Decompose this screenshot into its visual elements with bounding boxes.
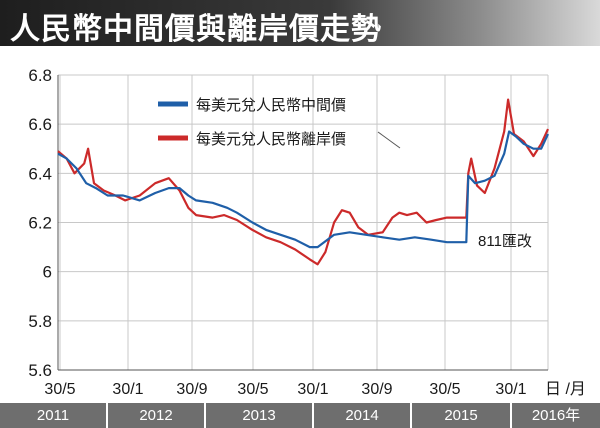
year-label-2011: 2011 <box>0 403 108 428</box>
chart-title: 人民幣中間價與離岸價走勢 <box>10 12 382 47</box>
chart-area: 6.8 6.6 6.4 6.2 6 5.8 5.6 30/5 30/1 30/9 30/5 30/1… <box>28 66 586 398</box>
legend: 每美元兌人民幣中間價 每美元兌人民幣離岸價 <box>158 97 401 149</box>
x-unit-label: 日 /月 <box>545 381 586 398</box>
series-line-mid <box>57 130 549 249</box>
grid <box>57 74 549 371</box>
y-tick-label: 5.6 <box>28 361 52 380</box>
annotation-811: 811匯改 <box>478 233 532 250</box>
series-lines <box>57 98 549 266</box>
y-tick-label: 6 <box>43 263 52 282</box>
y-axis-ticks: 6.8 6.6 6.4 6.2 6 5.8 5.6 <box>28 66 52 380</box>
title-bar: 人民幣中間價與離岸價走勢 <box>0 0 600 47</box>
x-tick-label: 30/5 <box>237 381 268 398</box>
year-bar: 2011 2012 2013 2014 2015 2016年 <box>0 403 600 428</box>
year-label-2013: 2013 <box>206 403 314 428</box>
y-tick-label: 6.8 <box>28 66 52 85</box>
y-tick-label: 6.2 <box>28 214 52 233</box>
x-axis-ticks: 30/5 30/1 30/9 30/5 30/1 30/9 30/5 30/1 <box>44 381 526 398</box>
year-label-2016: 2016年 <box>531 407 581 424</box>
y-tick-label: 5.8 <box>28 312 52 331</box>
x-tick-label: 30/5 <box>44 381 75 398</box>
y-tick-label: 6.4 <box>28 164 52 183</box>
legend-pointer <box>377 131 401 149</box>
x-tick-label: 30/1 <box>112 381 143 398</box>
x-tick-label: 30/5 <box>429 381 460 398</box>
x-tick-label: 30/9 <box>361 381 392 398</box>
x-tick-label: 30/9 <box>176 381 207 398</box>
x-tick-label: 30/1 <box>297 381 328 398</box>
year-label-2012: 2012 <box>108 403 206 428</box>
legend-label-mid: 每美元兌人民幣中間價 <box>196 97 346 114</box>
x-tick-label: 30/1 <box>495 381 526 398</box>
legend-label-offshore: 每美元兌人民幣離岸價 <box>196 130 346 148</box>
year-label-2015: 2015 <box>412 403 512 428</box>
y-tick-label: 6.6 <box>28 115 52 134</box>
year-label-2014: 2014 <box>314 403 412 428</box>
